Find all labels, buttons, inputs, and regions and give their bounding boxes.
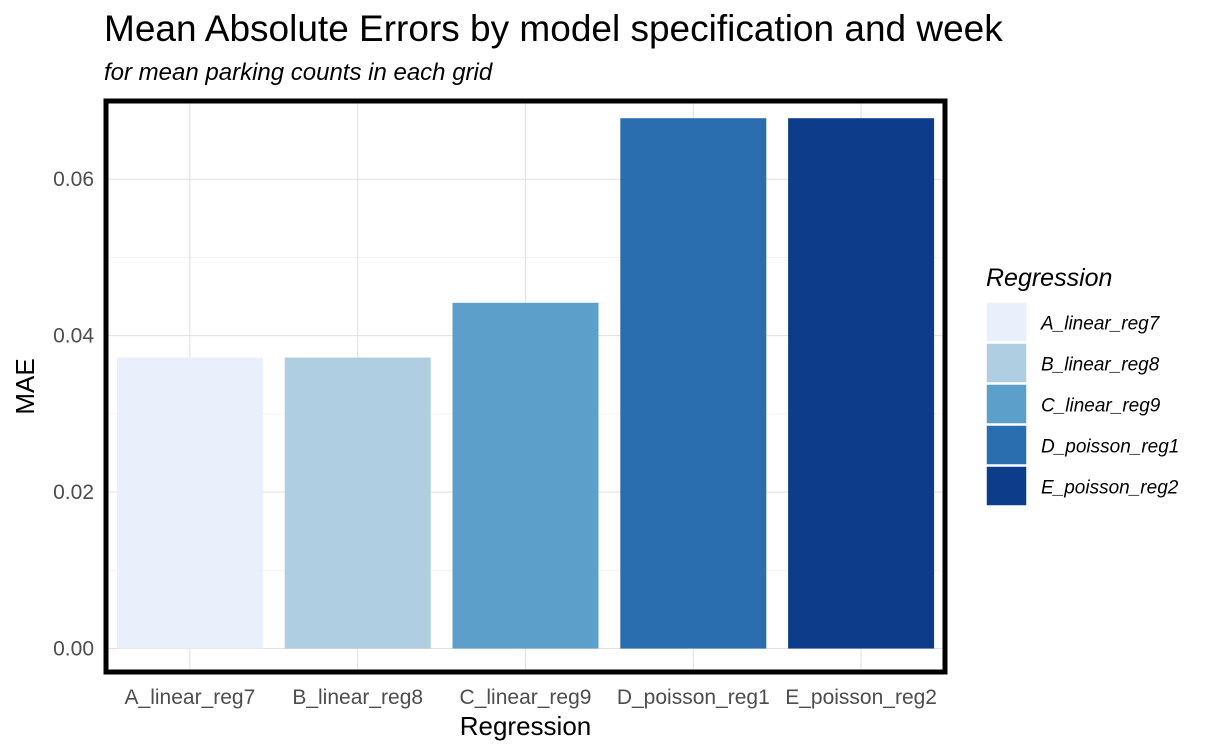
y-tick-label: 0.00 (53, 638, 94, 661)
bar-D_poisson_reg1 (620, 118, 767, 649)
panel-border (103, 98, 948, 675)
x-tick-label: D_poisson_reg1 (617, 686, 770, 709)
legend-label: E_poisson_reg2 (1041, 478, 1179, 499)
legend-title: Regression (986, 264, 1112, 292)
legend: Regression A_linear_reg7 B_linear_reg8 C_l… (985, 264, 1179, 507)
x-tick-label: E_poisson_reg2 (785, 686, 937, 709)
y-axis-ticks: 0.00 0.02 0.04 0.06 (53, 168, 94, 660)
legend-key (985, 465, 1028, 507)
chart-title: Mean Absolute Errors by model specificat… (104, 8, 1003, 49)
bars (116, 118, 935, 649)
legend-label: B_linear_reg8 (1041, 355, 1160, 376)
x-tick-label: B_linear_reg8 (292, 686, 423, 709)
y-axis-title: MAE (10, 358, 40, 414)
legend-key (985, 424, 1028, 466)
bar-A_linear_reg7 (116, 357, 263, 649)
legend-key (985, 342, 1028, 384)
legend-key (985, 301, 1028, 343)
y-tick-label: 0.04 (53, 325, 94, 348)
x-axis-title: Regression (460, 711, 592, 741)
bar-E_poisson_reg2 (788, 118, 935, 649)
x-tick-label: A_linear_reg7 (125, 686, 256, 709)
x-tick-label: C_linear_reg9 (460, 686, 592, 709)
x-axis-ticks: A_linear_reg7 B_linear_reg8 C_linear_reg9 D… (125, 686, 937, 709)
legend-label: D_poisson_reg1 (1041, 437, 1179, 458)
legend-items: A_linear_reg7 B_linear_reg8 C_linear_reg9 D… (985, 301, 1179, 507)
bar-B_linear_reg8 (284, 357, 431, 649)
bar-C_linear_reg9 (452, 302, 599, 649)
chart-subtitle: for mean parking counts in each grid (104, 59, 493, 86)
y-tick-label: 0.06 (53, 168, 94, 191)
legend-label: C_linear_reg9 (1041, 396, 1161, 417)
legend-label: A_linear_reg7 (1040, 314, 1161, 335)
y-tick-label: 0.02 (53, 481, 94, 504)
legend-key (985, 383, 1028, 425)
